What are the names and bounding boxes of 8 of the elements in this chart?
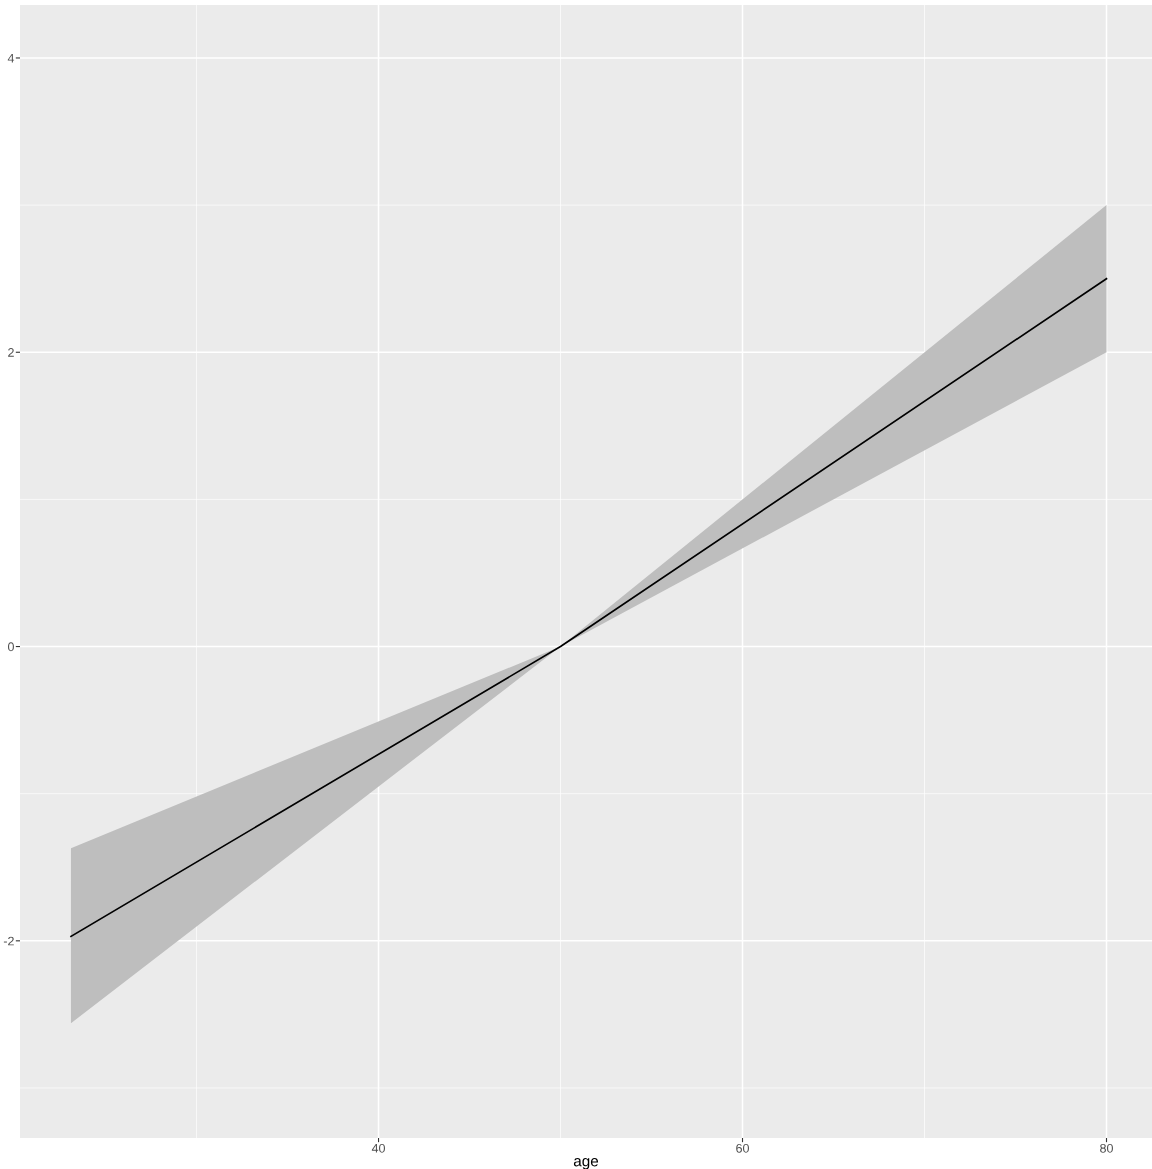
x-tick-label: 40 — [371, 1143, 385, 1153]
x-tick-label: 60 — [736, 1143, 749, 1153]
y-tick-label: -2 — [3, 936, 14, 946]
y-tick-label: 4 — [7, 53, 15, 63]
y-tick-label: 0 — [7, 642, 14, 652]
y-tick-label: 2 — [8, 348, 14, 357]
x-axis-title: age — [573, 1158, 599, 1169]
x-tick-label: 80 — [1100, 1143, 1113, 1153]
